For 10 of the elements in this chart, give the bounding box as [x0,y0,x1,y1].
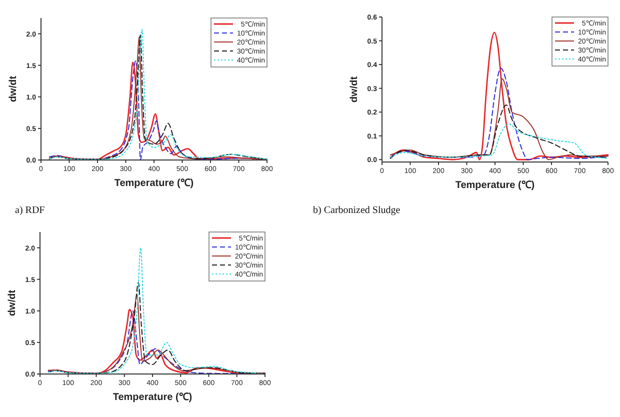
text: b) Carbonized Sludge [313,205,401,216]
x-axis-title: Temperature (℃) [112,392,192,403]
text: a) RDF [15,205,46,216]
y-axis-title: dw/dt [7,289,18,316]
x-axis-title: Temperature (℃) [455,180,535,191]
y-axis-title: dw/dt [8,75,19,102]
x-axis-title: Temperature (℃) [114,178,194,189]
line-series [390,104,608,159]
y-axis-title: dw/dt [349,76,360,103]
line-series [390,123,608,159]
